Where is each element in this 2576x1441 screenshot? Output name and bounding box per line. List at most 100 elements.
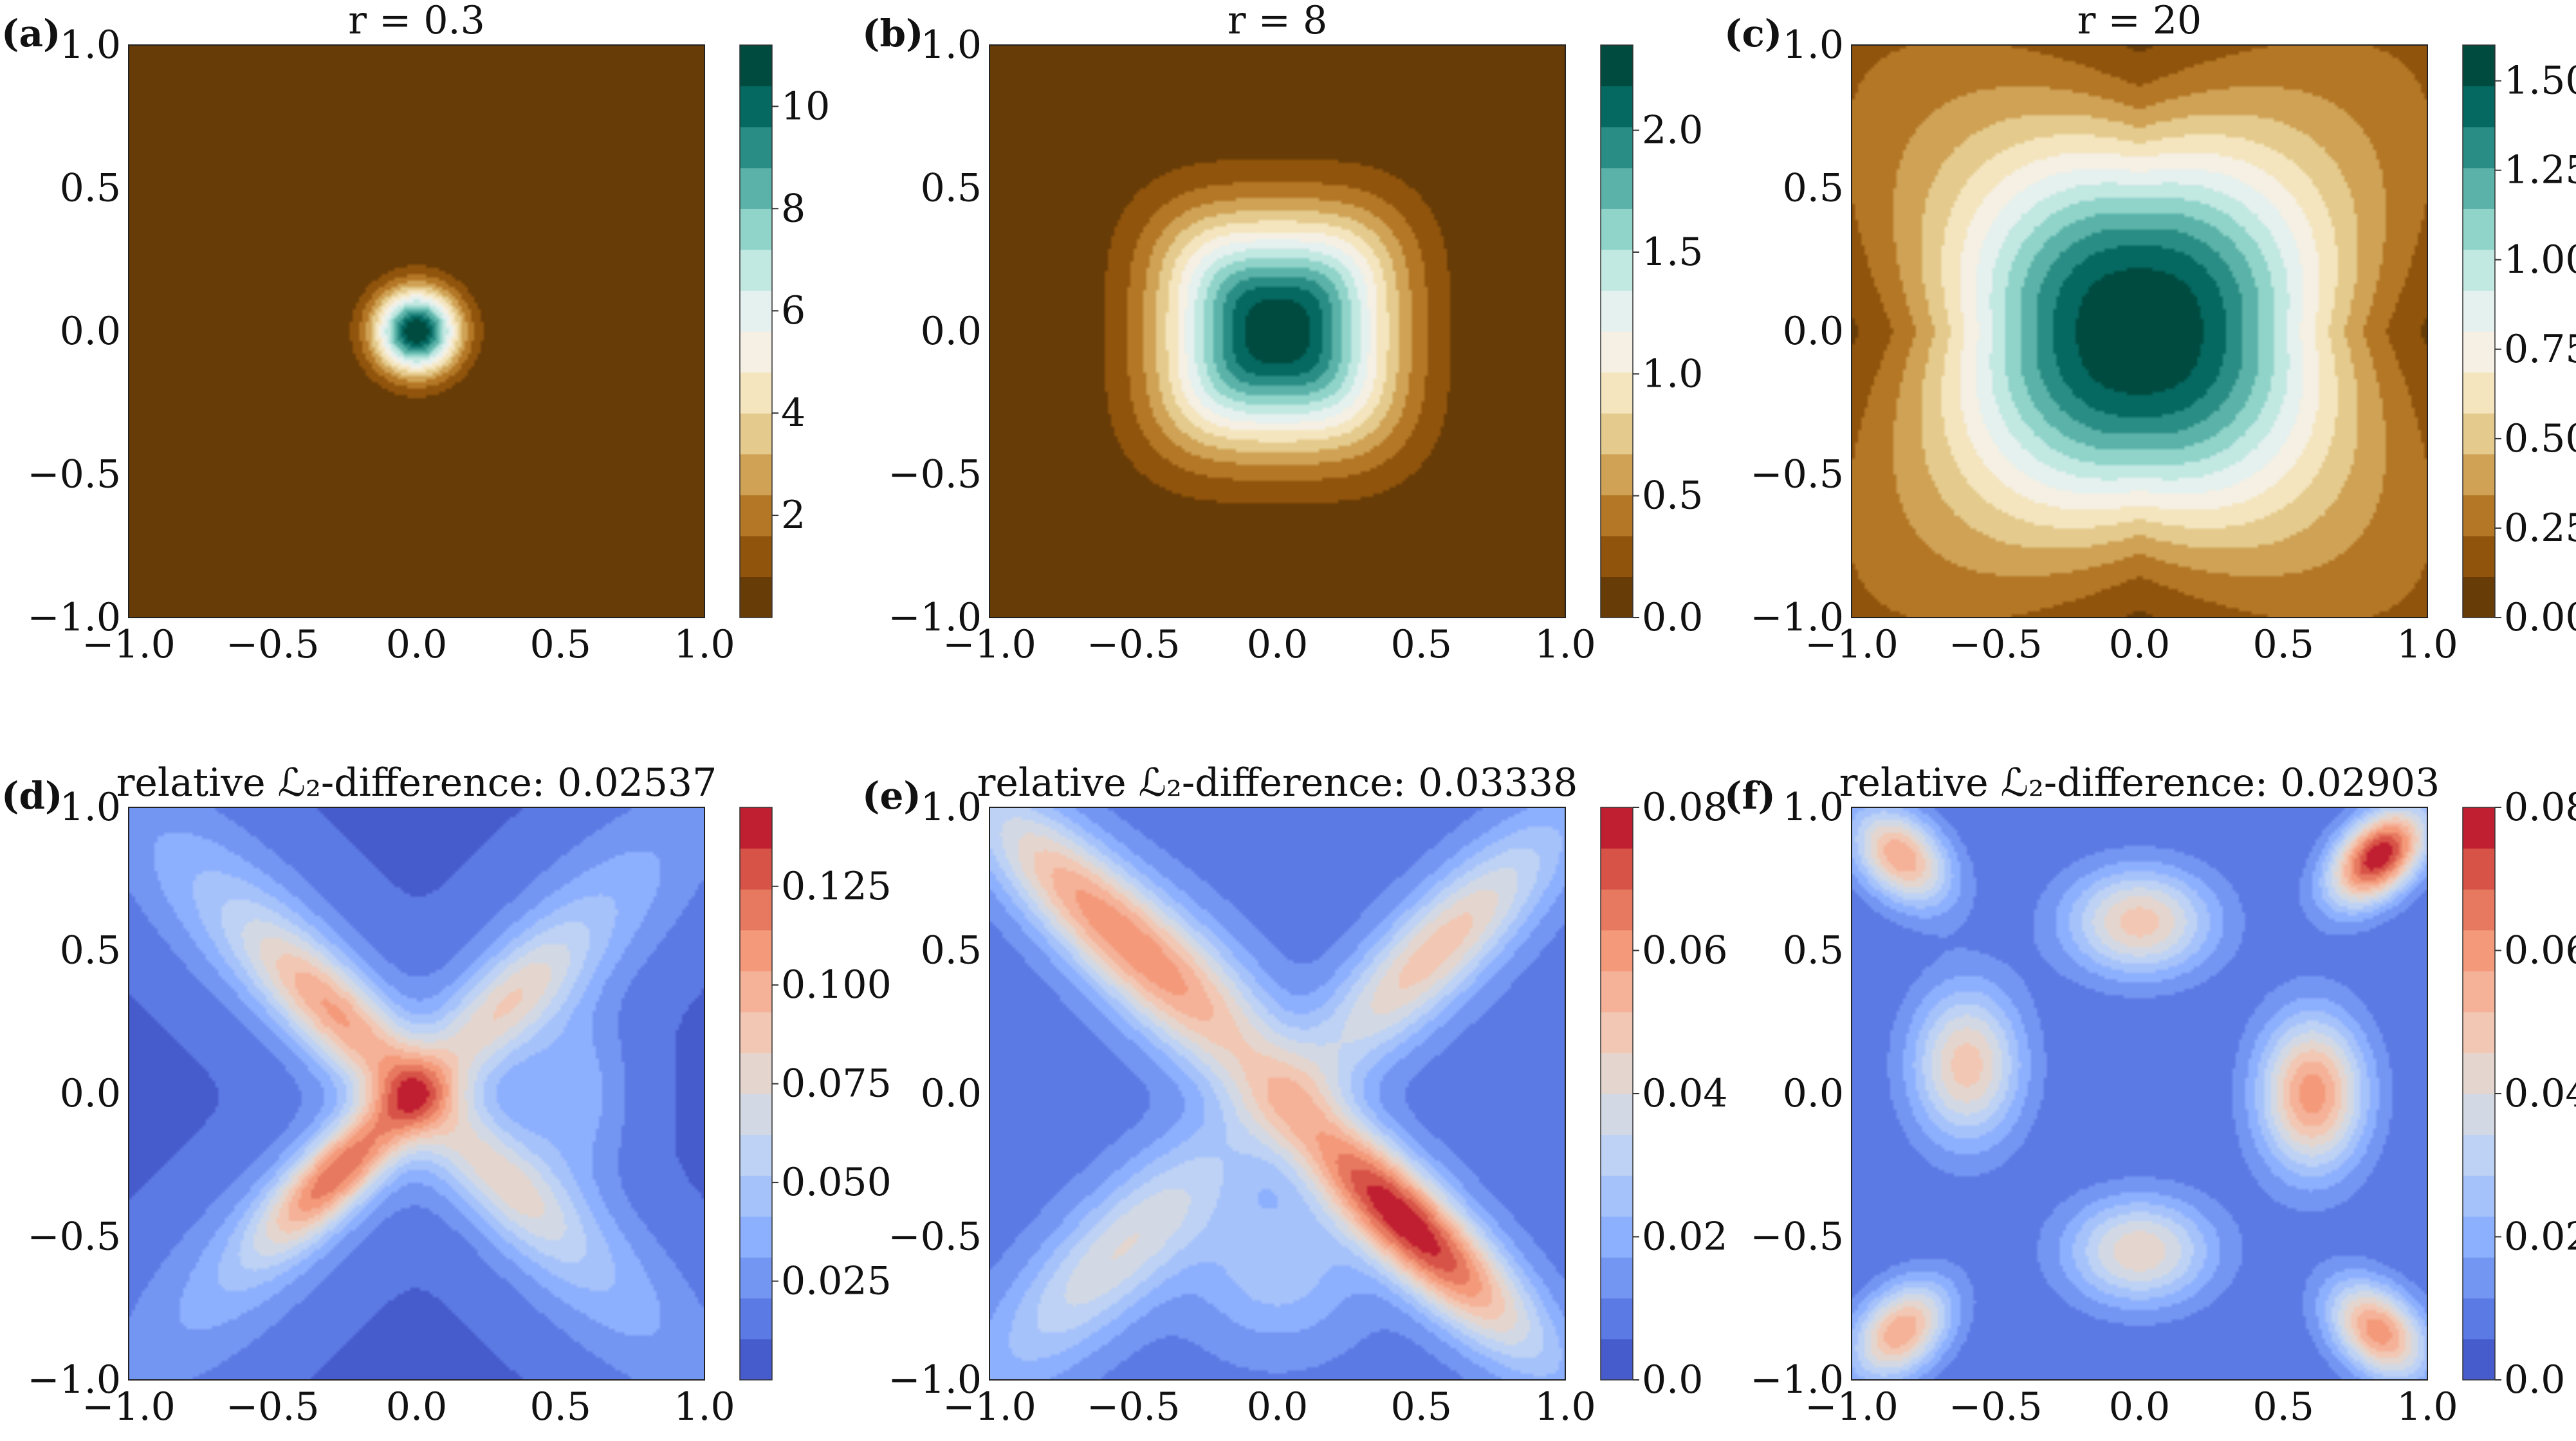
colorbar-tick-label: 0.050 [781, 1160, 892, 1205]
colorbar-band [1601, 807, 1633, 849]
heatmap-image [129, 45, 704, 618]
plot-frame [128, 807, 705, 1381]
colorbar-band [1601, 208, 1633, 250]
colorbar-band [740, 167, 772, 209]
x-tick-label: −1.0 [943, 622, 1036, 667]
panel-f: −1.0−1.0−0.5−0.50.00.00.50.51.01.0relati… [1724, 760, 2576, 1429]
x-tick-label: 0.0 [1247, 1384, 1308, 1429]
colorbar-tick-label: 0.5 [1642, 473, 1703, 519]
panel-title: r = 0.3 [348, 0, 485, 43]
colorbar-band [2463, 1339, 2495, 1381]
colorbar-band [740, 127, 772, 169]
heatmap-image [989, 45, 1565, 618]
colorbar-band [2463, 1216, 2495, 1258]
colorbar-tick-label: 2 [781, 493, 805, 538]
colorbar-tick-label: 4 [781, 390, 805, 436]
colorbar-band [740, 331, 772, 373]
colorbar-band [1601, 1011, 1633, 1054]
y-tick-label: 0.0 [60, 309, 121, 354]
y-tick-label: 1.0 [1783, 785, 1844, 830]
colorbar: 0.025 0.050 0.075 0.100 0.125 [739, 807, 892, 1381]
colorbar-band [1601, 372, 1633, 414]
colorbar-band [1601, 971, 1633, 1013]
x-tick-label: −0.5 [226, 622, 320, 667]
colorbar-band [1601, 576, 1633, 618]
colorbar-tick-label: 1.25 [2504, 148, 2576, 193]
colorbar-tick-label: 0.00 [2504, 595, 2576, 640]
colorbar-band [740, 1298, 772, 1340]
colorbar-band [1601, 290, 1633, 332]
colorbar-band [1601, 889, 1633, 931]
y-tick-label: −1.0 [1750, 595, 1844, 640]
colorbar-band [740, 495, 772, 537]
colorbar-band [2463, 45, 2495, 87]
plot-frame [1851, 807, 2428, 1381]
panel-b: −1.0−1.0 −0.5 −0.5 0.0 0.0 0.5 0.5 1.0 1.0 r = 8 (… [862, 0, 1703, 667]
panel-a: −1.0−1.0 −0.5 −0.5 0.0 0.0 0.5 0.5 1.0 1.0 r = 0.… [1, 0, 830, 667]
x-tick-label: 1.0 [2397, 622, 2458, 667]
y-tick-label: 0.0 [1783, 309, 1844, 354]
panel-title: relative ℒ₂-difference: 0.02537 [116, 760, 717, 805]
colorbar-band [740, 971, 772, 1013]
colorbar-band [1601, 1175, 1633, 1217]
plot-frame [989, 807, 1566, 1381]
colorbar-frame [2462, 44, 2496, 618]
panel-label: (c) [1724, 12, 1782, 55]
colorbar-band [1601, 930, 1633, 971]
plot-frame [989, 44, 1566, 618]
colorbar-band [2463, 208, 2495, 250]
panel-d: −1.0−1.0−0.5−0.50.00.00.50.51.01.0relati… [1, 760, 892, 1429]
panel-title: r = 20 [2077, 0, 2202, 43]
colorbar-band [2463, 454, 2495, 495]
colorbar-tick-label: 0.0 [1642, 1357, 1703, 1402]
colorbar-band [740, 1175, 772, 1217]
colorbar: 2 4 6 8 10 [739, 44, 830, 618]
y-tick-label: 0.5 [1783, 928, 1844, 973]
y-tick-label: 0.0 [1783, 1071, 1844, 1116]
colorbar-tick-label: 0.25 [2504, 506, 2576, 551]
x-tick-label: 1.0 [674, 1384, 735, 1429]
colorbar-band [1601, 1257, 1633, 1299]
x-tick-label: −0.5 [1087, 1384, 1181, 1429]
colorbar-band [740, 1339, 772, 1381]
colorbar-band [2463, 1257, 2495, 1299]
colorbar-band [740, 1216, 772, 1258]
colorbar-band [2463, 576, 2495, 618]
colorbar-band [740, 576, 772, 618]
colorbar: 0.0 0.02 0.04 0.06 0.08 [1600, 785, 1728, 1402]
colorbar-band [740, 208, 772, 250]
x-tick-label: 0.5 [1391, 622, 1452, 667]
colorbar-band [2463, 848, 2495, 890]
y-tick-label: 0.5 [60, 166, 121, 211]
colorbar-band [2463, 290, 2495, 332]
colorbar-band [740, 889, 772, 931]
colorbar-band [2463, 930, 2495, 971]
y-tick-label: −1.0 [27, 1357, 121, 1402]
y-tick-label: −1.0 [1750, 1357, 1844, 1402]
colorbar-band [1601, 848, 1633, 890]
colorbar-tick-label: 0.125 [781, 864, 892, 909]
x-tick-label: −1.0 [1805, 622, 1899, 667]
panel-label: (a) [1, 12, 60, 55]
y-tick-label: 0.0 [60, 1071, 121, 1116]
x-tick-label: 0.0 [2109, 1384, 2170, 1429]
colorbar: 0.0 0.5 1.0 1.5 2.0 [1600, 44, 1703, 640]
colorbar-tick-label: 1.50 [2504, 59, 2576, 104]
colorbar-band [740, 372, 772, 414]
colorbar-tick-label: 1.0 [1642, 351, 1703, 396]
colorbar-band [740, 848, 772, 890]
colorbar-band [2463, 86, 2495, 127]
colorbar-band [2463, 1052, 2495, 1094]
colorbar-band [2463, 249, 2495, 291]
colorbar-band [740, 290, 772, 332]
colorbar-band [1601, 1052, 1633, 1094]
colorbar-band [740, 86, 772, 127]
colorbar-band [1601, 1134, 1633, 1176]
x-tick-label: 1.0 [2397, 1384, 2458, 1429]
y-tick-label: −0.5 [1750, 1215, 1844, 1260]
colorbar-band [740, 249, 772, 291]
colorbar-tick-label: 2.0 [1642, 108, 1703, 153]
y-tick-label: −0.5 [888, 1215, 982, 1260]
colorbar-tick-label: 0.025 [781, 1259, 892, 1304]
colorbar-tick-label: 0.08 [1642, 785, 1728, 830]
